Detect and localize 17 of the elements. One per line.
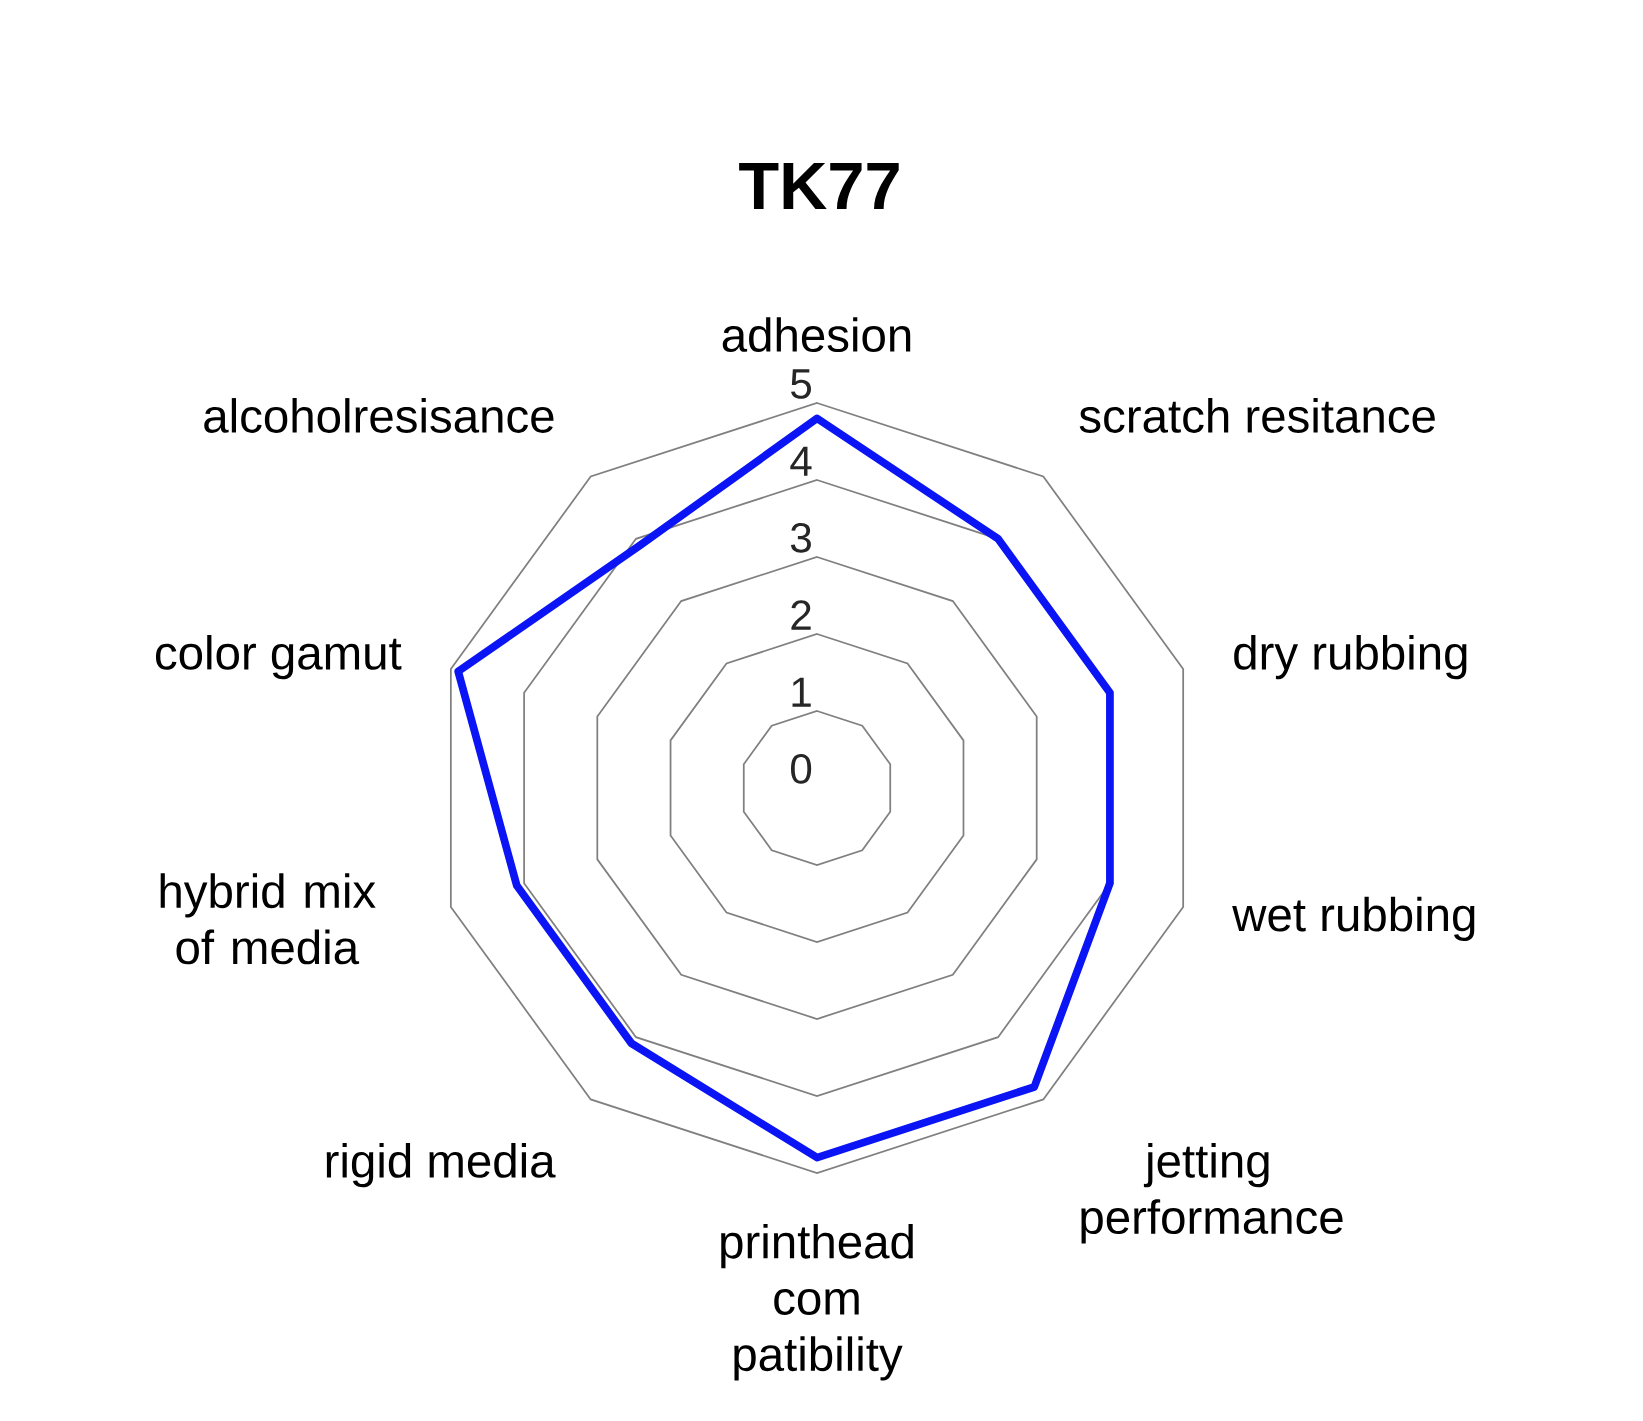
chart-title: TK77 [739,163,899,209]
y-tick-label: 5 [791,369,811,399]
spoke-label: wet rubbing [1232,896,1475,941]
spoke-label: alcoholresisance [204,398,554,433]
spoke-label: adhesion [722,317,911,353]
y-tick-label: 3 [790,522,811,553]
spoke-label: color gamut [155,634,402,680]
y-tick-label: 4 [790,446,812,476]
spoke-label: scratch resitance [1079,398,1435,433]
spoke-label: dry rubbing [1234,634,1467,680]
y-tick-label: 1 [792,677,811,707]
y-tick-label: 0 [790,753,812,784]
spoke-label: rigid media [326,1143,556,1188]
spoke-label: jetting performance [1081,1143,1343,1244]
y-tick-label: 2 [791,600,811,630]
spoke-label: printhead com patibility [721,1223,913,1381]
spoke-label: hybrid mix of media [160,873,376,965]
